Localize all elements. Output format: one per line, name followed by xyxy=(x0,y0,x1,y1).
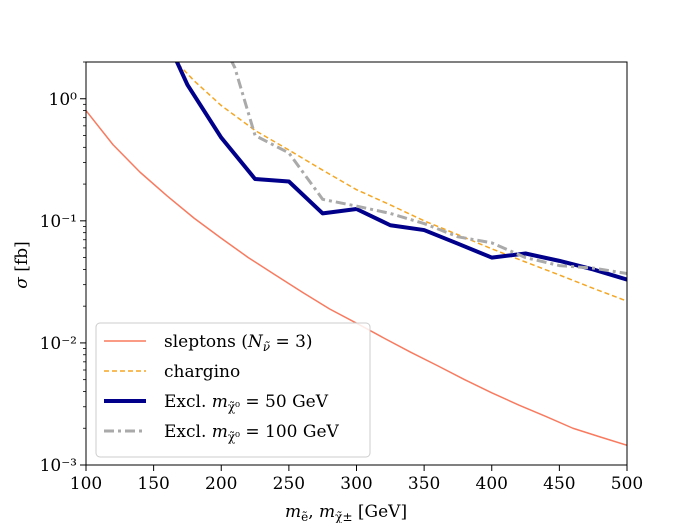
legend-label-sleptons: sleptons (Nν̃ = 3) xyxy=(164,332,313,354)
x-tick-label: 350 xyxy=(408,474,440,494)
legend-label-excl-50: Excl. mχ̃⁰ = 50 GeV xyxy=(164,392,329,414)
y-tick-label: 10⁰ xyxy=(49,90,78,110)
x-tick-label: 500 xyxy=(611,474,643,494)
x-tick-label: 150 xyxy=(137,474,169,494)
series-line-2 xyxy=(174,62,627,282)
y-tick-label: 10⁻¹ xyxy=(40,212,77,232)
y-tick-label: 10⁻³ xyxy=(40,456,77,476)
y-tick-label: 10⁻² xyxy=(40,334,77,354)
legend-box xyxy=(95,322,371,458)
legend: sleptons (Nν̃ = 3) chargino Excl. mχ̃⁰ =… xyxy=(95,322,371,458)
legend-label-excl-100: Excl. mχ̃⁰ = 100 GeV xyxy=(164,422,340,444)
ticks-layer: 100 150 200 250 300 350 400 450 500 10⁻³ 10⁻² 10⁻¹ 1… xyxy=(40,61,643,494)
series-line-1 xyxy=(175,62,627,302)
x-tick-label: 200 xyxy=(205,474,237,494)
legend-label-chargino: chargino xyxy=(164,362,240,382)
x-axis-label: mẽ, mχ̃± [GeV] xyxy=(285,502,407,523)
x-tick-label: 250 xyxy=(273,474,305,494)
series-line-3 xyxy=(230,62,627,276)
x-tick-label: 300 xyxy=(340,474,372,494)
svg-text:mẽ, mχ̃± [GeV]: mẽ, mχ̃± [GeV] xyxy=(285,502,407,523)
x-tick-label: 100 xyxy=(70,474,102,494)
y-axis-label: σ [fb] xyxy=(12,241,32,288)
x-tick-label: 400 xyxy=(476,474,508,494)
x-tick-label: 450 xyxy=(543,474,575,494)
svg-text:σ [fb]: σ [fb] xyxy=(12,241,32,288)
